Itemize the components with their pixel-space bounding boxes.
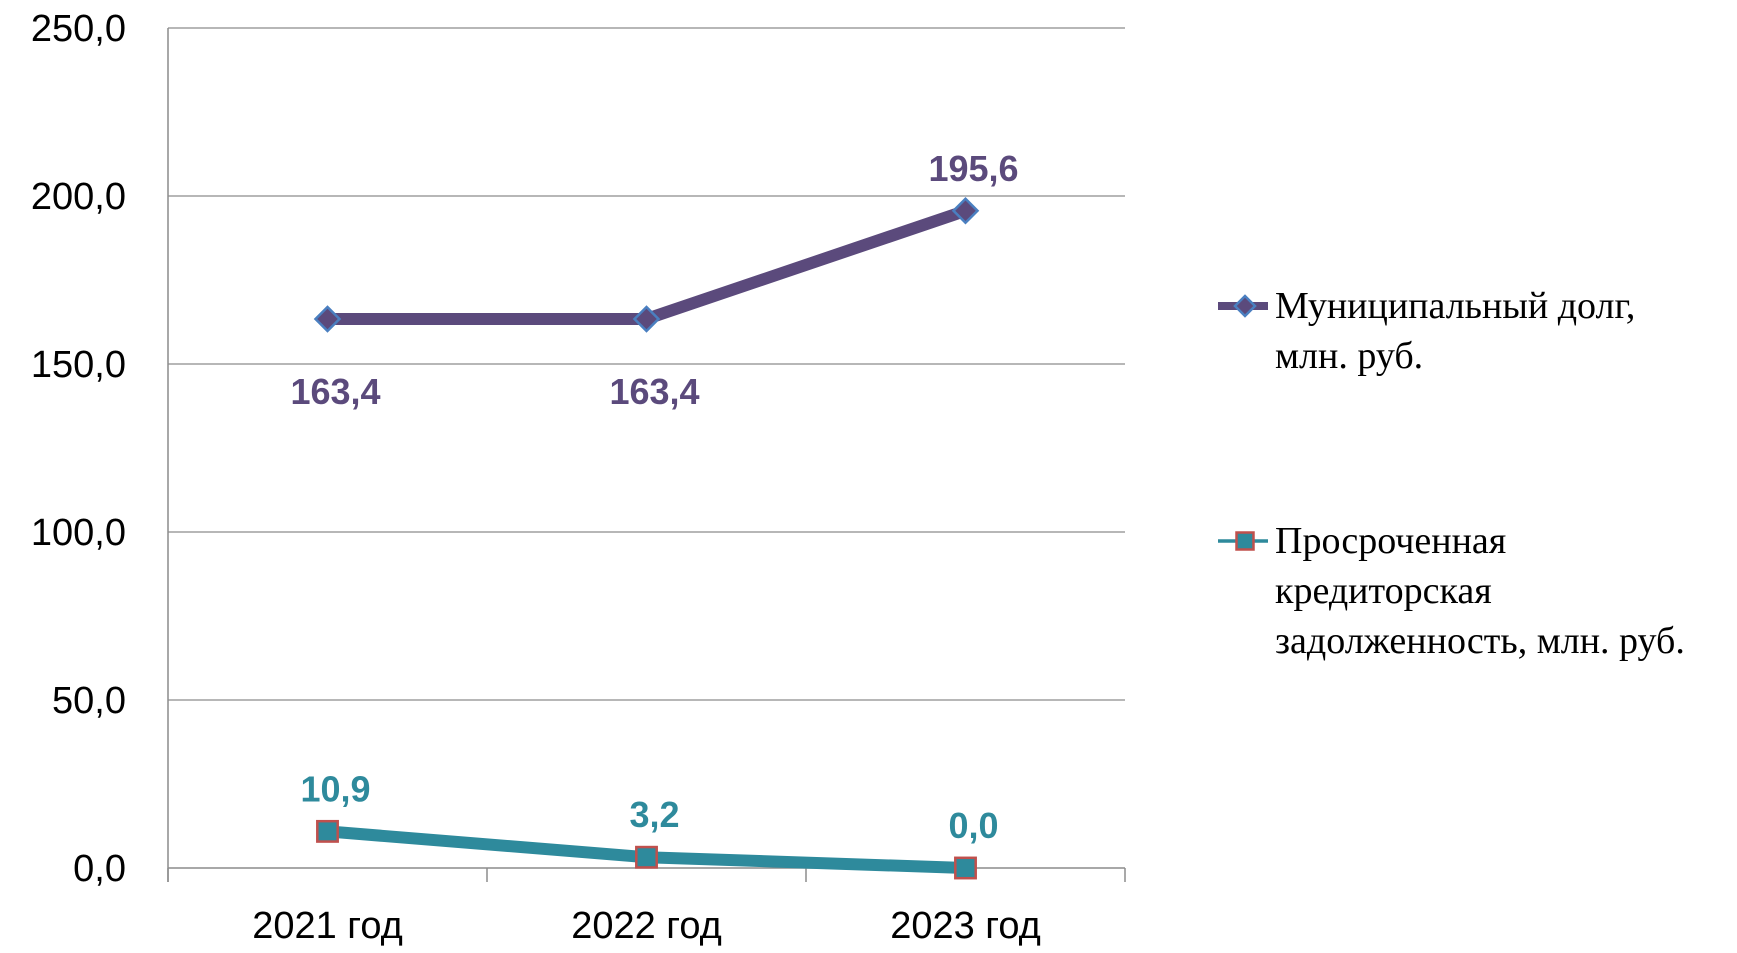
series-1-data-label-2: 0,0 xyxy=(948,805,998,846)
legend-marker-0 xyxy=(1233,294,1257,318)
y-tick-label-0: 0,0 xyxy=(73,848,126,890)
series-0-point-1 xyxy=(632,305,661,333)
series-0-point-2 xyxy=(951,197,980,225)
legend-entry-1-line-2: задолженность, млн. руб. xyxy=(1275,620,1685,662)
series-0-data-label-2: 195,6 xyxy=(928,148,1018,189)
y-tick-label-4: 200,0 xyxy=(31,176,126,218)
legend: Муниципальный долг, млн. руб. Просроченная… xyxy=(1218,285,1685,662)
y-tick-label-2: 100,0 xyxy=(31,512,126,554)
y-tick-label-3: 150,0 xyxy=(31,344,126,386)
series-1-data-label-1: 3,2 xyxy=(629,794,679,835)
x-tick-label-0: 2021 год xyxy=(252,905,403,947)
x-tick-label-1: 2022 год xyxy=(571,905,722,947)
series-1-point-2 xyxy=(954,856,977,880)
y-tick-label-1: 50,0 xyxy=(52,680,126,722)
data-labels: 163,4 163,4 195,6 10,9 3,2 0,0 xyxy=(290,148,1018,846)
series-0-data-label-0: 163,4 xyxy=(290,371,380,412)
legend-entry-0-line-0: Муниципальный долг, xyxy=(1275,285,1635,327)
series-0-data-label-1: 163,4 xyxy=(609,371,699,412)
legend-entry-1-line-0: Просроченная xyxy=(1275,520,1506,562)
series-1-data-label-0: 10,9 xyxy=(300,768,370,809)
series-1-point-0 xyxy=(316,819,339,843)
series-lines xyxy=(313,197,980,880)
series-1-point-1 xyxy=(635,845,658,869)
series-line-0 xyxy=(321,204,972,325)
legend-marker-1 xyxy=(1235,531,1255,551)
x-tick-label-2: 2023 год xyxy=(890,905,1041,947)
series-0-point-0 xyxy=(313,305,342,333)
gridlines xyxy=(168,27,1125,701)
legend-entry-1-line-1: кредиторская xyxy=(1275,570,1492,612)
y-tick-label-5: 250,0 xyxy=(31,8,126,50)
legend-entry-0-line-1: млн. руб. xyxy=(1275,335,1423,377)
